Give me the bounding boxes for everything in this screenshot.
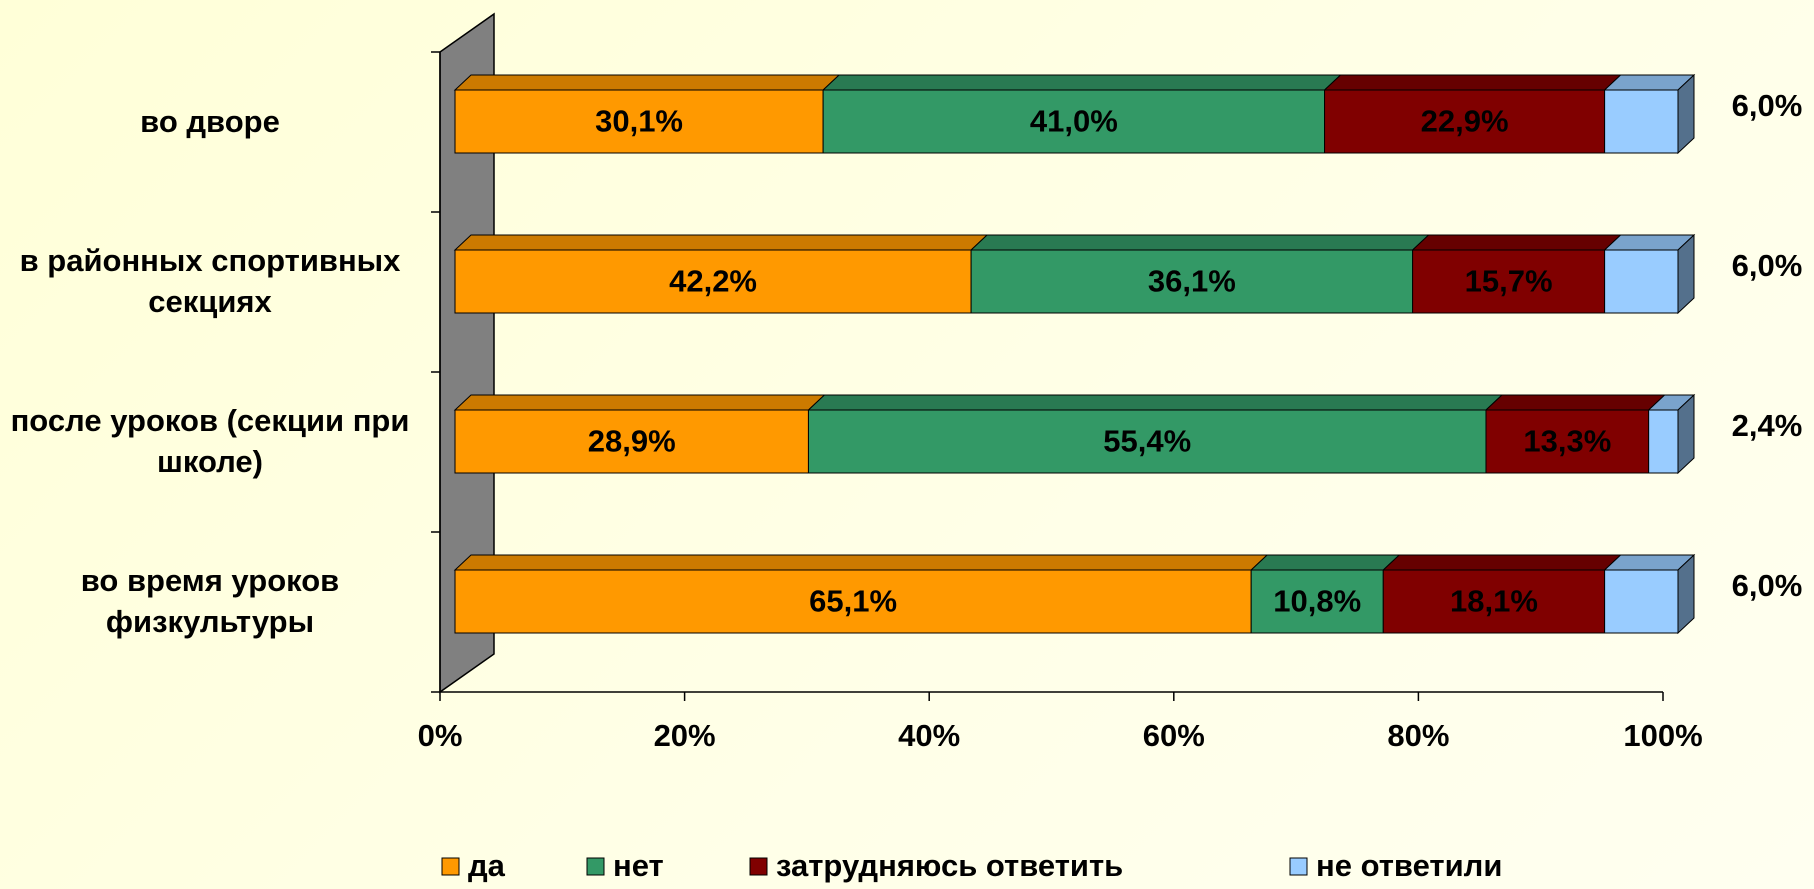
x-tick-label: 20% [654,718,716,753]
x-tick-label: 80% [1387,718,1449,753]
value-label: 6,0% [1732,568,1803,603]
bar-top [821,74,1342,91]
bar [1604,249,1679,314]
bar-side [1677,233,1695,315]
value-label: 13,3% [1523,424,1611,459]
bar-top [1484,394,1666,411]
value-label: 10,8% [1273,584,1361,619]
x-tick-label: 60% [1143,718,1205,753]
bar-top [453,234,989,251]
bar-top [1323,74,1622,91]
value-label: 6,0% [1732,88,1803,123]
bar [1648,409,1679,474]
legend-swatch [749,857,768,876]
value-label: 41,0% [1030,104,1118,139]
bar-side [1677,73,1695,155]
legend-swatch [1289,857,1308,876]
legend-label: да [468,848,506,883]
value-label: 6,0% [1732,248,1803,283]
legend-label: затрудняюсь ответить [776,848,1123,883]
bar-side [1677,393,1695,475]
bar-top [453,394,826,411]
bar [1382,569,1606,634]
bar-top [969,234,1430,251]
bar [454,409,809,474]
value-label: 42,2% [669,264,757,299]
bar [822,89,1326,154]
category-label: в районных спортивных секциях [19,242,401,320]
bar [807,409,1487,474]
legend-label: не ответили [1316,848,1502,883]
bar [1604,569,1679,634]
bar-top [1249,554,1401,571]
bar [454,89,824,154]
value-label: 36,1% [1148,264,1236,299]
value-label: 28,9% [588,424,676,459]
category-label: во дворе [140,103,280,139]
x-tick-label: 0% [418,718,463,753]
legend-label: нет [613,848,664,883]
bar [1250,569,1384,634]
legend-swatch [441,857,460,876]
category-label: во время уроков физкультуры [80,562,340,640]
value-label: 18,1% [1450,584,1538,619]
value-label: 30,1% [595,104,683,139]
legend-swatch [586,857,605,876]
bar [454,569,1252,634]
category-label: после уроков (секции при школе) [10,402,410,480]
bar-top [453,554,1269,571]
value-label: 15,7% [1465,264,1553,299]
x-tick-label: 40% [898,718,960,753]
bar [1412,249,1606,314]
value-label: 55,4% [1103,424,1191,459]
bar [1324,89,1606,154]
value-label: 65,1% [809,584,897,619]
bar [1604,89,1679,154]
bar-side [1677,553,1695,635]
bar [970,249,1414,314]
bar-top [1411,234,1622,251]
bar-top [1381,554,1622,571]
x-tick-label: 100% [1623,718,1702,753]
bar-top [453,74,841,91]
bar-top [807,394,1504,411]
value-label: 22,9% [1421,104,1509,139]
bar [454,249,972,314]
bar [1485,409,1650,474]
value-label: 2,4% [1732,408,1803,443]
